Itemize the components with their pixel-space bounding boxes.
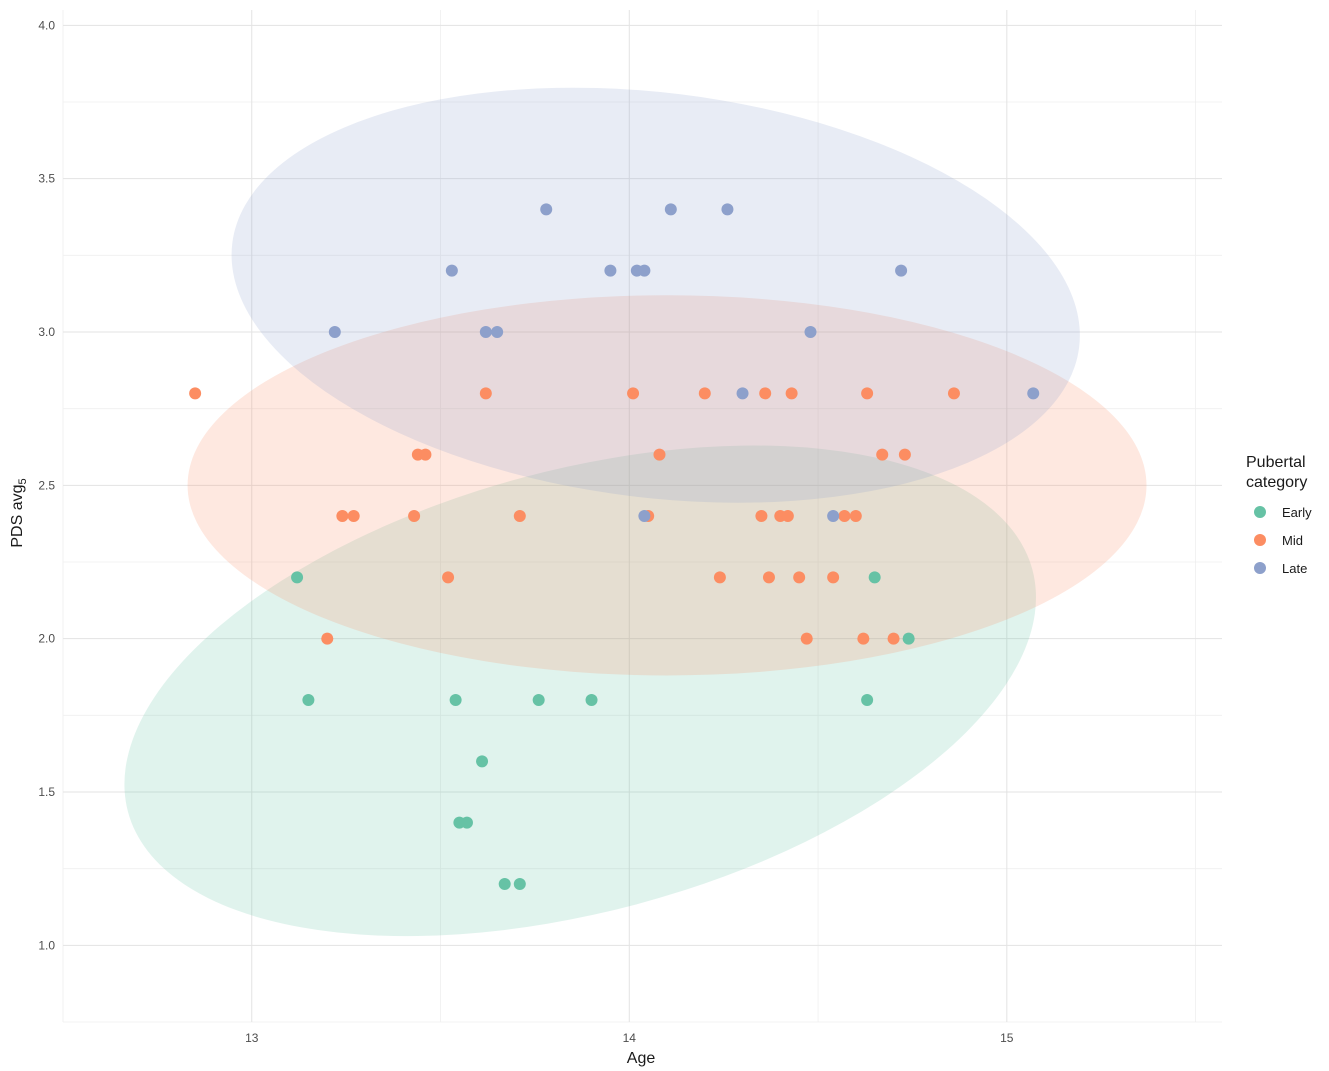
point-late [1027, 387, 1040, 400]
point-mid [442, 571, 455, 584]
point-mid [827, 571, 840, 584]
point-early [460, 816, 473, 829]
point-mid [189, 387, 202, 400]
point-early [902, 632, 915, 645]
point-mid [861, 387, 874, 400]
point-mid [513, 510, 526, 522]
legend-items: Early Mid Late [1248, 500, 1312, 580]
point-mid [887, 632, 900, 645]
grid-major [63, 10, 1222, 1022]
point-mid [781, 510, 794, 522]
ellipse-mid [187, 295, 1147, 676]
legend-marker-mid [1254, 534, 1266, 546]
point-late [491, 326, 504, 338]
ellipse-early [124, 445, 1036, 937]
y-axis-title-subscript: 5 [17, 478, 29, 484]
y-tick-label: 1.5 [38, 785, 55, 799]
point-mid [347, 510, 360, 522]
point-mid [479, 387, 492, 400]
point-early [449, 694, 462, 706]
point-early [291, 571, 304, 584]
point-late [638, 510, 651, 522]
point-mid [876, 448, 889, 461]
legend: Pubertal category Early Mid Late [1246, 454, 1312, 580]
point-mid [408, 510, 421, 522]
y-tick-label: 3.0 [38, 325, 55, 339]
point-early [532, 694, 545, 706]
point-mid [627, 387, 640, 400]
point-mid [713, 571, 726, 584]
point-mid [785, 387, 798, 400]
point-mid [759, 387, 772, 400]
y-tick-label: 3.5 [38, 172, 55, 186]
point-late [328, 326, 341, 338]
y-tick-label: 4.0 [38, 18, 55, 32]
legend-title-line2: category [1246, 474, 1307, 491]
point-mid [898, 448, 911, 461]
y-tick-label: 2.0 [38, 632, 55, 646]
point-late [479, 326, 492, 338]
y-tick-label: 1.0 [38, 938, 55, 952]
legend-label-late: Late [1282, 561, 1307, 576]
point-mid [755, 510, 768, 522]
y-tick-label: 2.5 [38, 478, 55, 492]
point-late [736, 387, 749, 400]
x-tick-label: 15 [1000, 1031, 1014, 1045]
legend-title-line1: Pubertal [1246, 454, 1306, 471]
point-mid [838, 510, 851, 522]
point-late [445, 264, 458, 277]
data-points [189, 203, 1040, 890]
x-tick-label: 14 [623, 1031, 637, 1045]
point-early [861, 694, 874, 706]
point-mid [698, 387, 711, 400]
y-axis-title-main: PDS avg [9, 484, 26, 547]
point-early [585, 694, 598, 706]
point-mid [849, 510, 862, 522]
point-early [868, 571, 881, 584]
point-early [513, 878, 526, 890]
point-mid [321, 632, 334, 645]
point-mid [800, 632, 813, 645]
point-mid [857, 632, 870, 645]
y-axis-title: PDS avg5 [9, 478, 29, 547]
point-mid [336, 510, 349, 522]
point-late [721, 203, 734, 216]
x-axis-ticks: 13 14 15 [245, 1031, 1014, 1045]
point-mid [762, 571, 775, 584]
point-late [664, 203, 677, 216]
point-mid [653, 448, 666, 461]
x-axis-title: Age [627, 1050, 656, 1067]
point-late [604, 264, 617, 277]
legend-marker-late [1254, 562, 1266, 574]
confidence-ellipses [124, 87, 1147, 937]
point-late [895, 264, 908, 277]
point-late [540, 203, 553, 216]
point-mid [419, 448, 432, 461]
point-late [804, 326, 817, 338]
legend-marker-early [1254, 506, 1266, 518]
legend-label-early: Early [1282, 505, 1312, 520]
point-mid [947, 387, 960, 400]
point-late [827, 510, 840, 522]
point-early [476, 755, 489, 768]
y-axis-ticks: 1.0 1.5 2.0 2.5 3.0 3.5 4.0 [38, 18, 55, 952]
legend-label-mid: Mid [1282, 533, 1303, 548]
point-mid [793, 571, 806, 584]
point-early [498, 878, 511, 890]
x-tick-label: 13 [245, 1031, 259, 1045]
point-early [302, 694, 315, 706]
point-late [638, 264, 651, 277]
